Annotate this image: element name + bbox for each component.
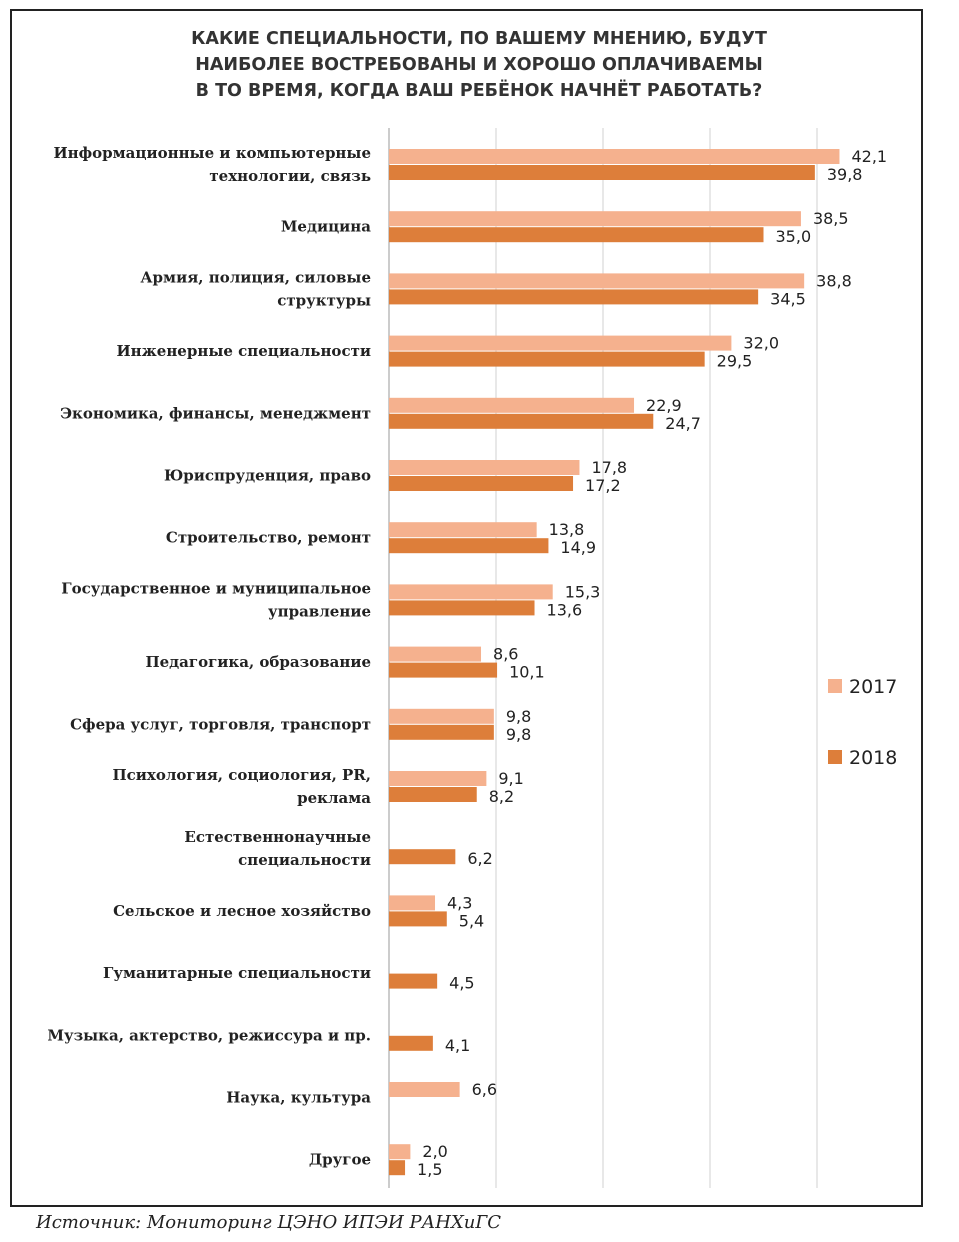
bar-2018 [389,600,535,616]
category-label: Наука, культура [226,1089,371,1107]
data-label-2018: 17,2 [585,476,621,495]
data-label-2017: 42,1 [851,147,887,166]
bar-2018 [389,787,477,802]
data-label-2018: 10,1 [509,663,545,682]
category-label: Естественнонаучные [184,828,371,846]
category-label: Сельское и лесное хозяйство [113,902,371,920]
bar-2017 [389,522,537,538]
bar-2017 [389,211,801,227]
bar-2017 [389,584,553,600]
data-label-2017: 32,0 [743,334,779,353]
category-label: специальности [238,851,371,869]
data-label-2018: 1,5 [417,1160,442,1179]
chart-frame [10,9,923,1207]
legend-swatch-2017 [828,679,842,693]
bar-2017 [389,1082,460,1097]
bar-2018 [389,227,764,243]
bar-2018 [389,911,447,927]
bar-2018 [389,973,438,989]
legend-label-2018: 2018 [849,747,897,769]
data-label-2018: 29,5 [717,352,753,371]
bar-2017 [389,895,436,911]
category-label: Педагогика, образование [145,653,371,671]
data-label-2017: 9,8 [506,707,531,726]
bar-2017 [389,771,487,786]
category-label: Строительство, ремонт [166,529,371,547]
data-label-2017: 4,3 [447,893,472,912]
data-label-2017: 17,8 [591,458,627,477]
data-label-2018: 35,0 [776,227,812,246]
category-label: управление [268,602,371,620]
bar-2017 [389,397,635,413]
category-label: технологии, связь [209,167,371,185]
bar-2017 [389,460,580,475]
bar-2018 [389,289,759,305]
data-label-2017: 6,6 [472,1080,497,1099]
bar-2018 [389,662,498,678]
category-label: Информационные и компьютерные [53,144,371,162]
bar-2018 [389,849,456,865]
category-label: Государственное и муниципальное [61,579,371,597]
legend-label-2017: 2017 [849,676,897,698]
category-label: Сфера услуг, торговля, транспорт [70,715,371,733]
data-label-2017: 22,9 [646,396,682,415]
bar-2018 [389,538,549,554]
category-label: Юриспруденция, право [164,467,371,485]
data-label-2017: 38,8 [816,271,852,290]
bar-2017 [389,273,805,289]
bar-2017 [389,335,732,351]
bar-2018 [389,1160,406,1176]
category-label: Экономика, финансы, менеджмент [60,404,371,422]
data-label-2017: 8,6 [493,645,518,664]
data-label-2017: 9,1 [498,769,523,788]
data-label-2018: 14,9 [560,538,596,557]
bar-2017 [389,646,482,662]
category-label: Армия, полиция, силовые [140,268,371,286]
chart-title-line-2: НАИБОЛЕЕ ВОСТРЕБОВАНЫ И ХОРОШО ОПЛАЧИВАЕ… [195,55,763,75]
data-label-2017: 38,5 [813,209,849,228]
bar-2018 [389,165,815,180]
category-label: реклама [297,789,371,807]
category-label: Медицина [281,218,371,236]
data-label-2018: 9,8 [506,725,531,744]
data-label-2018: 13,6 [547,600,583,619]
bar-2017 [389,1144,411,1160]
data-label-2017: 13,8 [549,520,585,539]
bar-2018 [389,351,705,367]
bar-2018 [389,413,654,429]
chart-title-line-1: КАКИЕ СПЕЦИАЛЬНОСТИ, ПО ВАШЕМУ МНЕНИЮ, Б… [191,29,767,49]
data-label-2018: 39,8 [827,165,863,184]
legend-swatch-2018 [828,750,842,764]
chart-title: КАКИЕ СПЕЦИАЛЬНОСТИ, ПО ВАШЕМУ МНЕНИЮ, Б… [10,26,948,104]
bar-2018 [389,1035,433,1051]
bar-2017 [389,708,494,724]
category-label: Другое [309,1151,371,1169]
bar-2018 [389,724,494,740]
category-label: Психология, социология, PR, [112,766,371,784]
data-label-2018: 4,5 [449,974,474,993]
data-label-2018: 34,5 [770,289,806,308]
bar-2017 [389,149,840,164]
data-label-2018: 4,1 [445,1036,470,1055]
category-label: Музыка, актерство, режиссура и пр. [47,1026,371,1044]
data-label-2018: 24,7 [665,414,701,433]
category-label: Гуманитарные специальности [103,964,371,982]
data-label-2017: 15,3 [565,582,601,601]
data-label-2017: 2,0 [422,1142,447,1161]
data-label-2018: 6,2 [467,849,492,868]
source-note: Источник: Мониторинг ЦЭНО ИПЭИ РАНХиГС [36,1212,502,1233]
chart-title-line-3: В ТО ВРЕМЯ, КОГДА ВАШ РЕБЁНОК НАЧНЁТ РАБ… [195,81,763,101]
bar-2018 [389,476,574,491]
data-label-2018: 5,4 [459,911,484,930]
category-label: Инженерные специальности [116,342,371,360]
category-label: структуры [277,291,371,309]
data-label-2018: 8,2 [489,787,514,806]
